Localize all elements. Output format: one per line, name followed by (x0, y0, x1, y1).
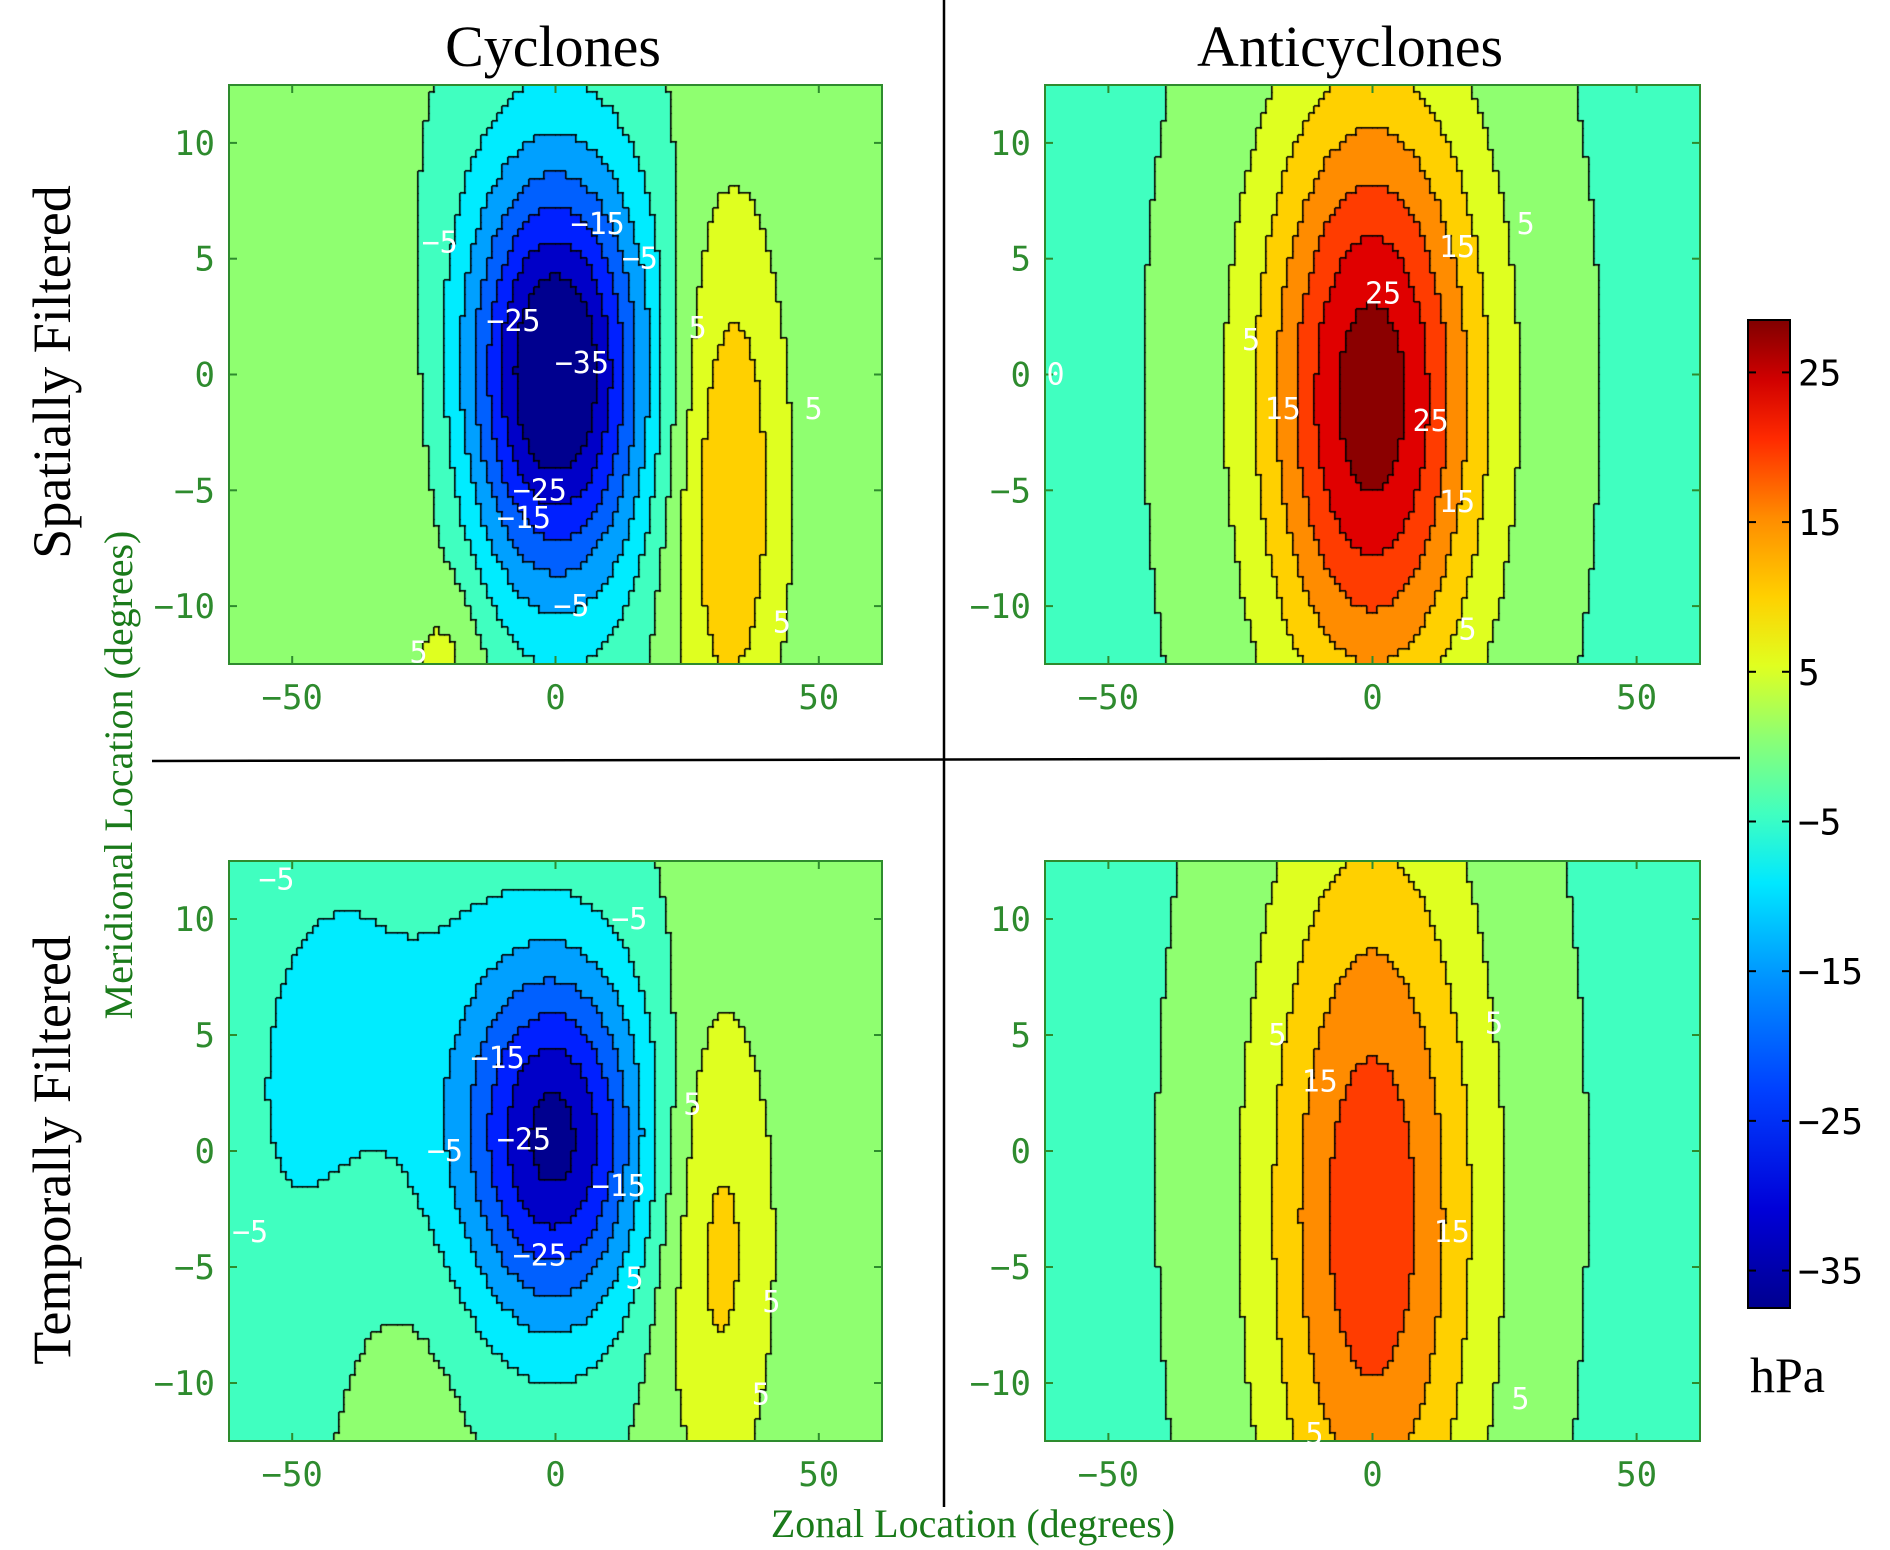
contour-label: −5 (553, 589, 589, 624)
y-tick-label: −10 (970, 587, 1031, 627)
y-tick-label: −5 (174, 1248, 215, 1288)
contour-label: −25 (513, 473, 567, 508)
contour-label: 5 (689, 311, 707, 346)
contour-fill (1045, 85, 1700, 664)
contour-label: −25 (513, 1238, 567, 1273)
contour-label: 5 (752, 1378, 770, 1413)
y-tick-label: 0 (1011, 1132, 1031, 1172)
contour-label: −35 (555, 346, 609, 381)
colorbar-tick-label: −15 (1798, 952, 1863, 993)
y-tick-label: 0 (1011, 356, 1031, 396)
y-tick-label: 0 (195, 1132, 215, 1172)
contour-label: 5 (762, 1285, 780, 1320)
contour-label: −5 (427, 1134, 463, 1169)
x-tick-label: −50 (261, 1455, 322, 1495)
x-tick-label: 50 (1616, 678, 1657, 718)
contour-label: −15 (470, 1041, 524, 1076)
y-tick-label: 10 (174, 900, 215, 940)
y-tick-label: 5 (195, 240, 215, 280)
y-tick-label: −10 (154, 1364, 215, 1404)
x-tick-label: 50 (1616, 1455, 1657, 1495)
colorbar: 25 15 5 −5 −15 −25 −35 (1747, 319, 1863, 1309)
x-axis-title: Zonal Location (degrees) (771, 1501, 1175, 1546)
contour-label: 5 (625, 1262, 643, 1297)
y-tick-label: 10 (990, 124, 1031, 164)
y-tick-label: −10 (970, 1364, 1031, 1404)
x-tick-label: −50 (1078, 1455, 1139, 1495)
y-tick-label: 5 (195, 1016, 215, 1056)
y-tick-label: −10 (154, 587, 215, 627)
x-tick-label: −50 (1078, 678, 1139, 718)
contour-label: −15 (571, 207, 625, 242)
contour-label: 5 (1305, 1417, 1323, 1452)
contour-label: 5 (1517, 207, 1535, 242)
x-tick-label: 50 (798, 678, 839, 718)
contour-fill (229, 861, 882, 1441)
contour-label: −5 (611, 902, 647, 937)
contour-fill (229, 85, 882, 664)
contour-label: −15 (592, 1169, 646, 1204)
y-tick-label: 5 (1011, 1016, 1031, 1056)
y-axis-title: Meridional Location (degrees) (96, 531, 141, 1020)
contour-label: 5 (1459, 612, 1477, 647)
contour-label: 15 (1434, 1215, 1470, 1250)
y-tick-label: −5 (990, 471, 1031, 511)
contour-label: −5 (422, 225, 458, 260)
x-tick-label: 0 (545, 678, 565, 718)
contour-label: −5 (622, 242, 658, 277)
horizontal-divider (151, 756, 1741, 763)
contour-label: 15 (1439, 485, 1475, 520)
colorbar-tick-label: 15 (1798, 503, 1841, 544)
x-tick-label: 0 (545, 1455, 565, 1495)
contour-fill (1045, 861, 1700, 1441)
contour-label: −25 (486, 304, 540, 339)
column-title-anticyclones: Anticyclones (1197, 14, 1503, 79)
y-tick-label: 0 (195, 356, 215, 396)
y-tick-label: −5 (990, 1248, 1031, 1288)
y-tick-label: −5 (174, 471, 215, 511)
contour-label: 15 (1439, 230, 1475, 265)
row-title-spatially-filtered: Spatially Filtered (22, 185, 82, 558)
colorbar-tick-label: −5 (1798, 802, 1841, 843)
contour-label: 5 (410, 635, 428, 670)
colorbar-tick-label: −25 (1798, 1102, 1863, 1143)
x-tick-label: 0 (1362, 1455, 1382, 1495)
contour-label: 5 (683, 1088, 701, 1123)
x-tick-label: −50 (261, 678, 322, 718)
contour-label: −5 (258, 863, 294, 898)
x-tick-label: 0 (1362, 678, 1382, 718)
contour-label: 15 (1302, 1064, 1338, 1099)
contour-label: 5 (1268, 1018, 1286, 1053)
y-tick-label: 5 (1011, 240, 1031, 280)
contour-label: 5 (1511, 1382, 1529, 1417)
contour-label: 15 (1265, 392, 1301, 427)
y-tick-label: 10 (174, 124, 215, 164)
colorbar-scale (1747, 319, 1791, 1309)
colorbar-tick-label: 25 (1798, 353, 1841, 394)
y-tick-label: 10 (990, 900, 1031, 940)
colorbar-unit: hPa (1750, 1347, 1825, 1403)
contour-label: 25 (1413, 404, 1449, 439)
x-tick-label: 50 (798, 1455, 839, 1495)
row-title-temporally-filtered: Temporally Filtered (22, 935, 82, 1365)
colorbar-tick-label: −35 (1798, 1252, 1863, 1293)
contour-label: 5 (773, 605, 791, 640)
contour-label: 5 (1485, 1006, 1503, 1041)
contour-label: −15 (497, 501, 551, 536)
contour-label: −5 (232, 1215, 268, 1250)
column-title-cyclones: Cyclones (445, 14, 661, 79)
contour-label: 25 (1365, 276, 1401, 311)
contour-label: 5 (805, 392, 823, 427)
contour-label: −25 (497, 1122, 551, 1157)
contour-label: 5 (1242, 323, 1260, 358)
contour-label: 0 (1047, 358, 1065, 393)
colorbar-tick-label: 5 (1798, 653, 1820, 694)
